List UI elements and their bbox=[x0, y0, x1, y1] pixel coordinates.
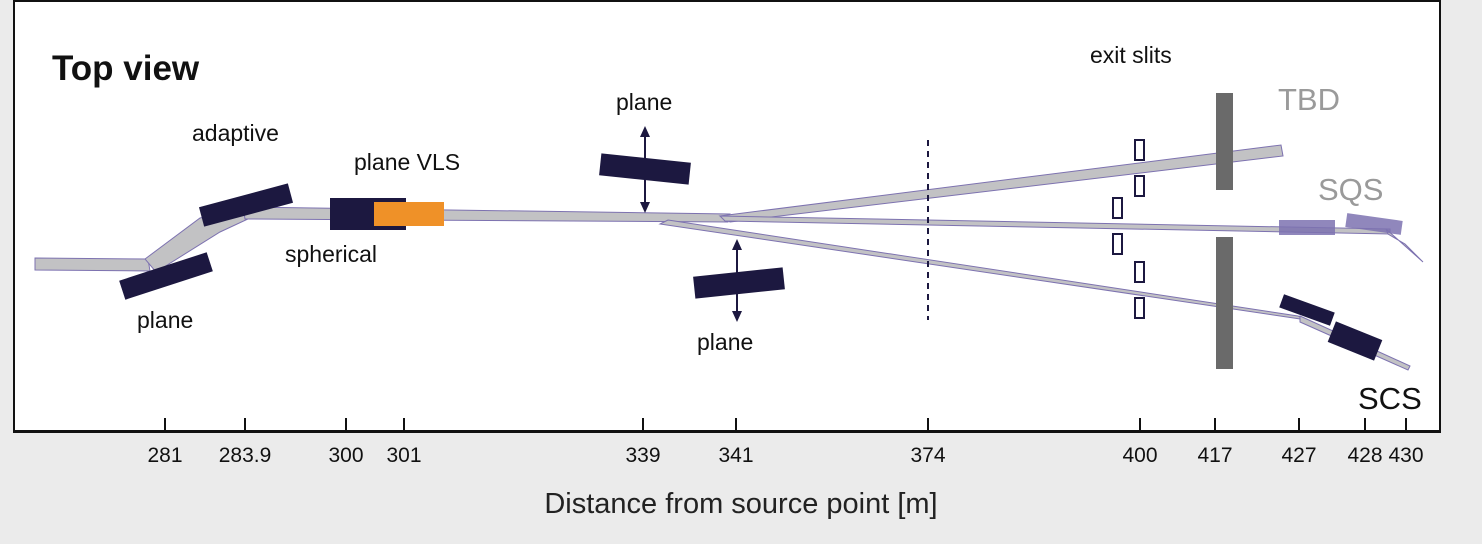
tick-group: 281 283.9 300 301 339 341 374 400 417 427 428 430 bbox=[147, 418, 1424, 467]
tick-label: 281 bbox=[147, 444, 182, 467]
lower-arrow-head-bottom bbox=[732, 311, 742, 322]
tick-label: 374 bbox=[910, 444, 945, 467]
label-sqs: SQS bbox=[1318, 172, 1383, 207]
tick-label: 428 bbox=[1347, 444, 1382, 467]
tick-label: 400 bbox=[1122, 444, 1157, 467]
label-spherical: spherical bbox=[285, 241, 377, 267]
lower-arrow-head-top bbox=[732, 239, 742, 250]
main-beam bbox=[242, 206, 731, 223]
exit-slit bbox=[1112, 197, 1123, 219]
title: Top view bbox=[52, 49, 200, 88]
tbd-branch-beam bbox=[718, 144, 1284, 223]
label-scs: SCS bbox=[1358, 381, 1422, 416]
exit-slit bbox=[1134, 261, 1145, 283]
label-plane-left: plane bbox=[137, 307, 193, 333]
exit-slit bbox=[1112, 233, 1123, 255]
scs-mirror-2 bbox=[1327, 321, 1383, 361]
adaptive-mirror bbox=[198, 183, 294, 227]
tick-label: 341 bbox=[718, 444, 753, 467]
label-tbd: TBD bbox=[1278, 82, 1340, 117]
scs-mirror-1 bbox=[1279, 294, 1335, 326]
exit-slit bbox=[1134, 297, 1145, 319]
label-plane-upper: plane bbox=[616, 89, 672, 115]
upper-arrow-head-top bbox=[640, 126, 650, 137]
label-exit-slits: exit slits bbox=[1090, 42, 1172, 68]
sqs-end-beam bbox=[1385, 228, 1424, 263]
exit-slit bbox=[1134, 175, 1145, 197]
tick-label: 427 bbox=[1281, 444, 1316, 467]
shield-wall-bottom bbox=[1216, 237, 1233, 369]
plane-vls-grating bbox=[374, 202, 444, 226]
tick-label: 417 bbox=[1197, 444, 1232, 467]
tick-label: 283.9 bbox=[219, 444, 272, 467]
label-plane-lower: plane bbox=[697, 329, 753, 355]
sqs-optic-1 bbox=[1279, 220, 1335, 235]
tick-label: 339 bbox=[625, 444, 660, 467]
tick-label: 300 bbox=[328, 444, 363, 467]
label-adaptive: adaptive bbox=[192, 120, 279, 146]
upper-arrow-head-bottom bbox=[640, 202, 650, 213]
sqs-optic-2 bbox=[1345, 213, 1403, 235]
incoming-beam bbox=[34, 257, 151, 272]
shield-wall-top bbox=[1216, 93, 1233, 190]
tick-label: 430 bbox=[1388, 444, 1423, 467]
plane-mirror-lower bbox=[693, 267, 785, 299]
x-axis-label: Distance from source point [m] bbox=[544, 488, 938, 520]
scs-branch-beam bbox=[658, 219, 1308, 321]
exit-slit bbox=[1134, 139, 1145, 161]
tick-label: 301 bbox=[386, 444, 421, 467]
label-plane-vls: plane VLS bbox=[354, 149, 460, 175]
plane-mirror-left bbox=[119, 252, 213, 300]
